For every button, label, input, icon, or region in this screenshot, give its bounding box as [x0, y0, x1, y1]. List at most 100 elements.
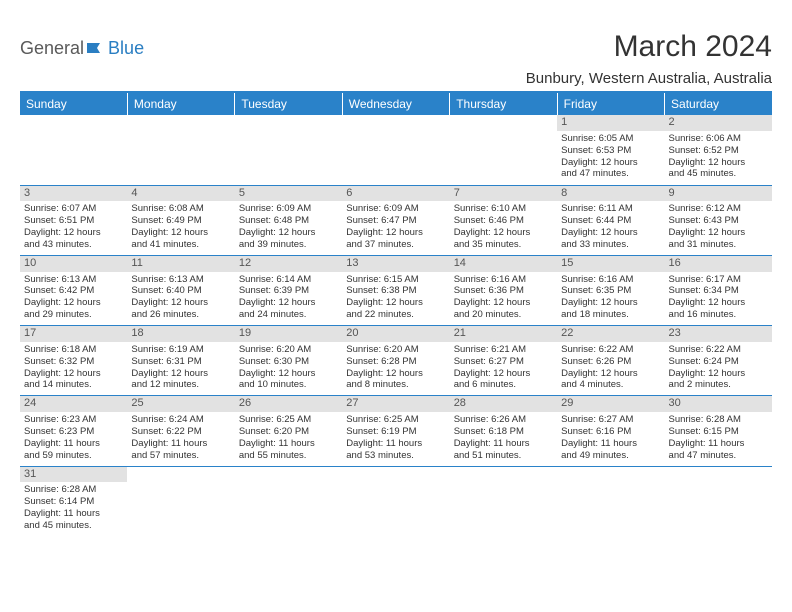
cell-line: Sunrise: 6:09 AM: [239, 203, 338, 215]
calendar-cell: [342, 115, 449, 185]
cell-line: Sunset: 6:32 PM: [24, 356, 123, 368]
day-number: 4: [127, 186, 234, 202]
cell-line: Sunrise: 6:22 AM: [669, 344, 768, 356]
cell-line: Sunrise: 6:09 AM: [346, 203, 445, 215]
page-header: General Blue March 2024: [20, 30, 772, 66]
calendar-cell: 23Sunrise: 6:22 AMSunset: 6:24 PMDayligh…: [665, 326, 772, 396]
calendar-table: Sunday Monday Tuesday Wednesday Thursday…: [20, 93, 772, 536]
cell-line: Daylight: 12 hours: [669, 227, 768, 239]
day-number: 20: [342, 326, 449, 342]
cell-line: Daylight: 11 hours: [669, 438, 768, 450]
cell-line: Sunset: 6:24 PM: [669, 356, 768, 368]
cell-line: Sunset: 6:16 PM: [561, 426, 660, 438]
day-number: 5: [235, 186, 342, 202]
cell-line: Sunset: 6:34 PM: [669, 285, 768, 297]
cell-line: Sunrise: 6:13 AM: [24, 274, 123, 286]
calendar-cell: 22Sunrise: 6:22 AMSunset: 6:26 PMDayligh…: [557, 326, 664, 396]
cell-line: Sunset: 6:27 PM: [454, 356, 553, 368]
day-number: 24: [20, 396, 127, 412]
cell-line: Sunset: 6:18 PM: [454, 426, 553, 438]
cell-line: and 41 minutes.: [131, 239, 230, 251]
day-number: 6: [342, 186, 449, 202]
cell-line: Sunrise: 6:13 AM: [131, 274, 230, 286]
cell-line: Sunset: 6:51 PM: [24, 215, 123, 227]
cell-line: Sunrise: 6:10 AM: [454, 203, 553, 215]
title-block: March 2024: [614, 30, 772, 66]
cell-line: Daylight: 11 hours: [561, 438, 660, 450]
cell-line: Sunset: 6:22 PM: [131, 426, 230, 438]
calendar-cell: 7Sunrise: 6:10 AMSunset: 6:46 PMDaylight…: [450, 185, 557, 255]
cell-line: Sunset: 6:38 PM: [346, 285, 445, 297]
day-number: 14: [450, 256, 557, 272]
calendar-row: 31Sunrise: 6:28 AMSunset: 6:14 PMDayligh…: [20, 466, 772, 536]
cell-line: Daylight: 11 hours: [454, 438, 553, 450]
calendar-cell: 30Sunrise: 6:28 AMSunset: 6:15 PMDayligh…: [665, 396, 772, 466]
day-number: 22: [557, 326, 664, 342]
cell-line: Sunrise: 6:16 AM: [454, 274, 553, 286]
cell-line: Sunrise: 6:14 AM: [239, 274, 338, 286]
cell-line: Daylight: 12 hours: [669, 368, 768, 380]
calendar-cell: 2Sunrise: 6:06 AMSunset: 6:52 PMDaylight…: [665, 115, 772, 185]
calendar-cell: [127, 466, 234, 536]
day-number: 13: [342, 256, 449, 272]
cell-line: Daylight: 11 hours: [239, 438, 338, 450]
cell-line: and 4 minutes.: [561, 379, 660, 391]
cell-line: Daylight: 11 hours: [346, 438, 445, 450]
cell-line: Sunrise: 6:12 AM: [669, 203, 768, 215]
cell-line: Daylight: 12 hours: [131, 297, 230, 309]
cell-line: Sunrise: 6:07 AM: [24, 203, 123, 215]
cell-line: Sunset: 6:53 PM: [561, 145, 660, 157]
day-number: 1: [557, 115, 664, 131]
calendar-cell: [665, 466, 772, 536]
cell-line: Daylight: 11 hours: [24, 508, 123, 520]
cell-line: and 43 minutes.: [24, 239, 123, 251]
cell-line: Sunset: 6:19 PM: [346, 426, 445, 438]
calendar-cell: [557, 466, 664, 536]
calendar-cell: 13Sunrise: 6:15 AMSunset: 6:38 PMDayligh…: [342, 255, 449, 325]
cell-line: Sunrise: 6:25 AM: [239, 414, 338, 426]
cell-line: Sunset: 6:23 PM: [24, 426, 123, 438]
cell-line: Sunrise: 6:17 AM: [669, 274, 768, 286]
day-number: 29: [557, 396, 664, 412]
cell-line: and 29 minutes.: [24, 309, 123, 321]
calendar-cell: 8Sunrise: 6:11 AMSunset: 6:44 PMDaylight…: [557, 185, 664, 255]
cell-line: Sunrise: 6:05 AM: [561, 133, 660, 145]
col-wednesday: Wednesday: [342, 93, 449, 115]
day-number: 26: [235, 396, 342, 412]
calendar-cell: 28Sunrise: 6:26 AMSunset: 6:18 PMDayligh…: [450, 396, 557, 466]
calendar-row: 10Sunrise: 6:13 AMSunset: 6:42 PMDayligh…: [20, 255, 772, 325]
calendar-cell: 25Sunrise: 6:24 AMSunset: 6:22 PMDayligh…: [127, 396, 234, 466]
day-number: 18: [127, 326, 234, 342]
calendar-row: 24Sunrise: 6:23 AMSunset: 6:23 PMDayligh…: [20, 396, 772, 466]
cell-line: Sunrise: 6:08 AM: [131, 203, 230, 215]
calendar-cell: 15Sunrise: 6:16 AMSunset: 6:35 PMDayligh…: [557, 255, 664, 325]
cell-line: Daylight: 12 hours: [561, 297, 660, 309]
cell-line: and 55 minutes.: [239, 450, 338, 462]
col-saturday: Saturday: [665, 93, 772, 115]
cell-line: Daylight: 12 hours: [239, 368, 338, 380]
col-monday: Monday: [127, 93, 234, 115]
cell-line: Daylight: 12 hours: [346, 227, 445, 239]
cell-line: Sunset: 6:30 PM: [239, 356, 338, 368]
cell-line: and 49 minutes.: [561, 450, 660, 462]
cell-line: Daylight: 11 hours: [131, 438, 230, 450]
cell-line: Sunset: 6:48 PM: [239, 215, 338, 227]
col-tuesday: Tuesday: [235, 93, 342, 115]
day-number: 2: [665, 115, 772, 131]
cell-line: Sunrise: 6:06 AM: [669, 133, 768, 145]
cell-line: Daylight: 12 hours: [561, 368, 660, 380]
cell-line: Daylight: 12 hours: [239, 227, 338, 239]
col-sunday: Sunday: [20, 93, 127, 115]
cell-line: Sunrise: 6:28 AM: [669, 414, 768, 426]
cell-line: and 8 minutes.: [346, 379, 445, 391]
cell-line: and 26 minutes.: [131, 309, 230, 321]
calendar-cell: [450, 466, 557, 536]
calendar-row: 17Sunrise: 6:18 AMSunset: 6:32 PMDayligh…: [20, 326, 772, 396]
calendar-cell: 17Sunrise: 6:18 AMSunset: 6:32 PMDayligh…: [20, 326, 127, 396]
cell-line: Daylight: 12 hours: [454, 297, 553, 309]
day-number: 19: [235, 326, 342, 342]
calendar-row: 3Sunrise: 6:07 AMSunset: 6:51 PMDaylight…: [20, 185, 772, 255]
day-number: 16: [665, 256, 772, 272]
cell-line: and 2 minutes.: [669, 379, 768, 391]
cell-line: and 45 minutes.: [24, 520, 123, 532]
